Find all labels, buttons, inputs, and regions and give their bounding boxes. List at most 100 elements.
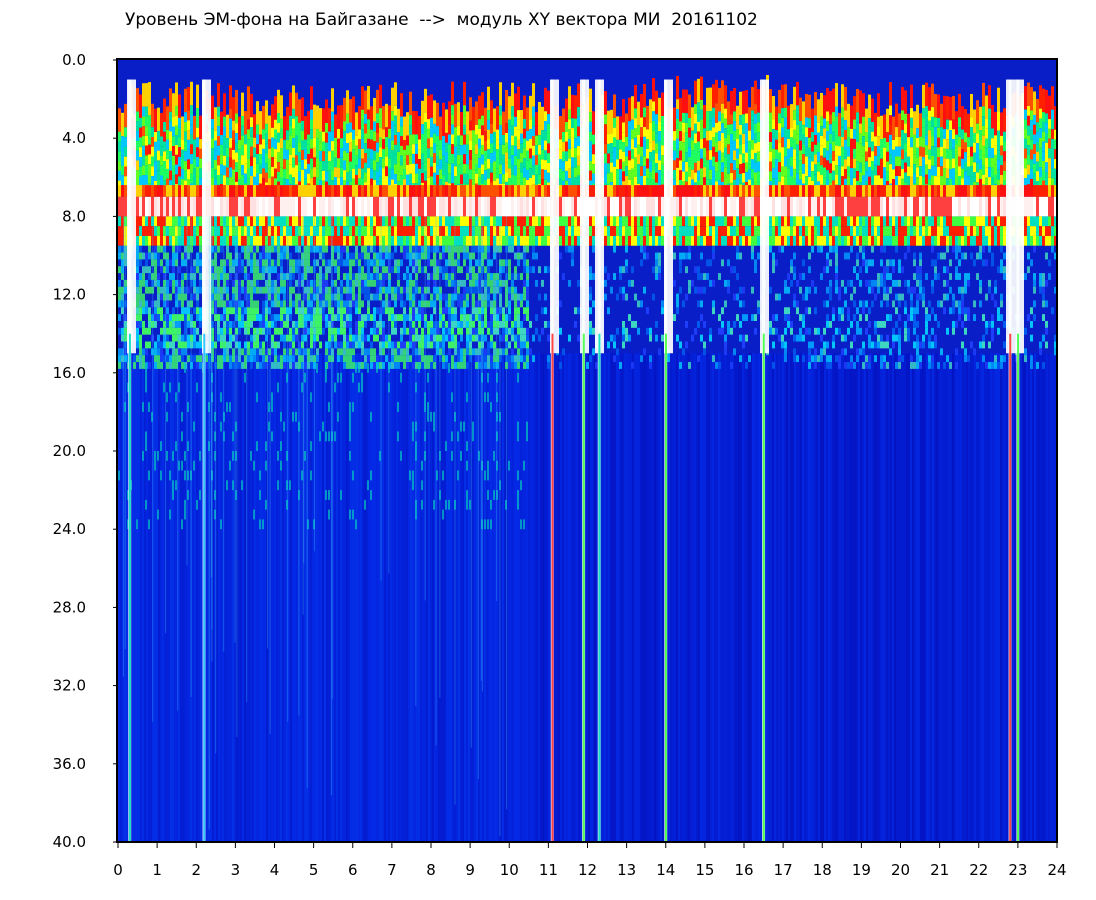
heatmap-cell <box>286 320 289 328</box>
heatmap-cell <box>490 402 492 412</box>
heatmap-cell <box>592 245 595 253</box>
heatmap-cell <box>547 90 550 115</box>
heatmap-column <box>626 353 628 842</box>
heatmap-cell <box>271 293 274 301</box>
heatmap-cell <box>628 334 631 342</box>
heatmap-cell <box>295 126 298 136</box>
heatmap-cell <box>337 168 340 178</box>
heatmap-cell <box>460 334 463 342</box>
heatmap-cell <box>400 185 403 197</box>
heatmap-cell <box>118 327 121 335</box>
heatmap-cell <box>565 226 568 236</box>
heatmap-cell <box>139 245 142 253</box>
heatmap-cell <box>304 372 306 383</box>
heatmap-cell <box>604 196 607 217</box>
heatmap-column <box>910 353 912 842</box>
heatmap-cell <box>376 235 379 246</box>
heatmap-cell <box>397 235 400 246</box>
heatmap-cell <box>619 178 622 189</box>
heatmap-cell <box>415 441 417 451</box>
heatmap-cell <box>436 293 439 301</box>
heatmap-cell <box>460 111 463 136</box>
heatmap-cell <box>223 226 226 236</box>
heatmap-cell <box>232 235 235 246</box>
heatmap-cell <box>445 259 448 267</box>
heatmap-cell <box>403 196 406 217</box>
heatmap-cell <box>163 131 166 142</box>
heatmap-cell <box>277 226 280 236</box>
heatmap-cell <box>619 196 622 217</box>
heatmap-cell <box>442 273 445 280</box>
heatmap-cell <box>346 133 349 144</box>
heatmap-cell <box>520 519 522 530</box>
heatmap-cell <box>259 226 262 236</box>
heatmap-cell <box>622 320 625 328</box>
heatmap-cell <box>466 235 469 246</box>
heatmap-cell <box>394 327 397 335</box>
heatmap-cell <box>190 81 193 106</box>
heatmap-cell <box>520 172 523 183</box>
heatmap-cell <box>358 300 361 308</box>
heatmap-column <box>966 353 968 842</box>
heatmap-cell <box>628 216 631 227</box>
heatmap-cell <box>247 320 250 328</box>
heatmap-cell <box>310 314 313 321</box>
heatmap-cell <box>478 355 481 363</box>
heatmap-cell <box>388 300 391 308</box>
heatmap-cell <box>325 300 328 308</box>
heatmap-cell <box>520 252 523 260</box>
heatmap-cell <box>520 196 523 217</box>
heatmap-column <box>972 353 974 842</box>
heatmap-cell <box>385 307 388 315</box>
heatmap-column <box>456 353 458 842</box>
heatmap-cell <box>121 286 124 294</box>
heatmap-cell <box>478 158 481 168</box>
heatmap-cell <box>211 235 214 246</box>
heatmap-cell <box>238 279 241 287</box>
heatmap-cell <box>295 135 298 146</box>
heatmap-cell <box>364 348 367 356</box>
heatmap-cell <box>637 196 640 217</box>
heatmap-cell <box>430 147 433 157</box>
heatmap-cell <box>424 362 427 369</box>
heatmap-cell <box>331 334 334 342</box>
heatmap-cell <box>379 259 382 267</box>
heatmap-cell <box>277 480 279 491</box>
heatmap-cell <box>346 348 349 356</box>
heatmap-cell <box>559 168 562 179</box>
heatmap-cell <box>379 108 382 118</box>
heatmap-cell <box>253 226 256 236</box>
heatmap-cell <box>223 165 226 176</box>
heatmap-cell <box>193 460 195 471</box>
heatmap-column <box>356 353 358 842</box>
heatmap-cell <box>208 362 211 369</box>
heatmap-cell <box>256 235 259 246</box>
heatmap-cell <box>463 355 466 363</box>
heatmap-cell <box>448 314 451 321</box>
heatmap-cell <box>292 334 295 342</box>
heatmap-cell <box>349 411 351 422</box>
heatmap-column <box>920 353 922 842</box>
heatmap-cell <box>451 392 453 403</box>
heatmap-cell <box>448 134 451 145</box>
heatmap-cell <box>400 286 403 294</box>
heatmap-cell <box>280 355 283 363</box>
heatmap-cell <box>229 147 232 158</box>
heatmap-cell <box>304 273 307 280</box>
heatmap-cell <box>352 334 355 342</box>
heatmap-cell <box>184 226 187 236</box>
heatmap-cell <box>169 185 172 197</box>
heatmap-cell <box>469 159 472 170</box>
heatmap-column <box>564 353 566 842</box>
heatmap-cell <box>235 421 237 432</box>
heatmap-cell <box>625 136 628 147</box>
heatmap-cell <box>259 252 262 260</box>
heatmap-cell <box>364 90 367 114</box>
heatmap-cell <box>340 355 343 363</box>
heatmap-cell <box>313 185 316 197</box>
heatmap-cell <box>439 286 442 294</box>
heatmap-cell <box>145 235 148 246</box>
heatmap-cell <box>478 196 481 217</box>
heatmap-column <box>674 353 676 842</box>
heatmap-cell <box>163 334 166 342</box>
